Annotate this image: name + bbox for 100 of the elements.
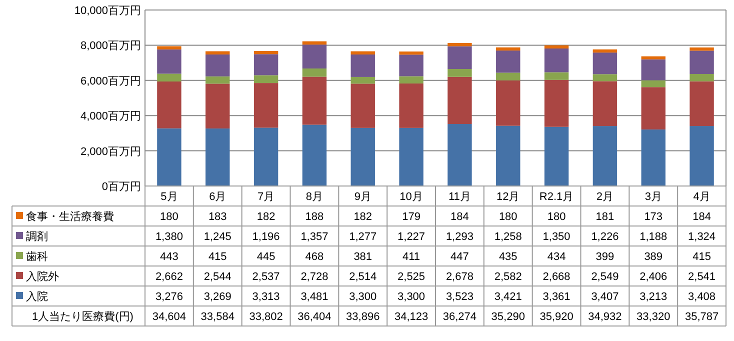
y-tick-label: 0百万円: [102, 181, 141, 193]
legend-label: 入院外: [26, 270, 59, 283]
data-label: 1,258: [494, 231, 522, 243]
y-tick-label: 2,000百万円: [80, 146, 141, 158]
bar: [399, 83, 424, 128]
bar: [592, 81, 618, 126]
bar: [448, 68, 472, 77]
bar: [350, 51, 375, 54]
data-label: 1,380: [155, 231, 183, 243]
bar: [690, 74, 714, 82]
data-label: 181: [596, 211, 614, 223]
bar: [302, 41, 327, 45]
bar: [302, 124, 327, 186]
bar: [641, 80, 666, 88]
x-tick-label: 8月: [306, 191, 324, 203]
data-label: 1,196: [252, 231, 280, 243]
bar: [399, 52, 424, 55]
x-tick-label: 11月: [448, 191, 471, 203]
text: 33,896: [346, 311, 380, 323]
bar: [254, 50, 278, 54]
bar: [157, 74, 182, 82]
bar: [254, 54, 278, 76]
data-label: 1,245: [204, 231, 232, 243]
data-label: 1,226: [591, 231, 619, 243]
x-tick-label: 12月: [496, 191, 520, 203]
y-tick-label: 4,000百万円: [80, 110, 141, 123]
data-label: 2,549: [591, 271, 619, 283]
bar: [496, 126, 520, 186]
bar: [157, 128, 182, 186]
data-label: 1,277: [349, 231, 377, 243]
data-label: 3,421: [494, 291, 522, 303]
text: 33,802: [249, 311, 283, 323]
data-label: 2,668: [542, 271, 570, 283]
bar: [641, 129, 666, 186]
bar: [302, 44, 327, 68]
x-tick-label: 4月: [693, 191, 710, 203]
x-tick-label: 2月: [596, 191, 614, 203]
data-label: 447: [450, 251, 469, 263]
text: 33,584: [200, 311, 234, 323]
bar: [641, 59, 666, 80]
data-label: 3,213: [640, 291, 668, 303]
data-label: 3,300: [349, 291, 377, 303]
data-label: 184: [450, 211, 469, 223]
bar: [254, 75, 278, 84]
text: 1人当たり医療費(円): [32, 310, 134, 323]
text: 36,404: [298, 311, 332, 323]
data-label: 2,728: [300, 271, 328, 283]
text: 36,274: [442, 311, 477, 323]
data-label: 1,357: [300, 231, 328, 243]
x-tick-label: 9月: [354, 191, 372, 203]
bar: [641, 87, 666, 130]
data-label: 180: [160, 211, 178, 223]
bar: [690, 47, 714, 51]
text: 33,320: [636, 311, 670, 323]
text: 34,604: [152, 311, 186, 323]
x-tick-label: 3月: [644, 191, 662, 203]
data-label: 179: [402, 211, 420, 223]
bar: [544, 126, 569, 186]
bar: [206, 84, 230, 128]
bar: [206, 76, 230, 84]
data-label: 182: [256, 211, 276, 223]
legend-label: 食事・生活療養費: [26, 210, 114, 223]
bar: [496, 72, 520, 80]
data-label: 415: [692, 251, 711, 263]
data-label: 173: [644, 211, 663, 223]
text: 35,920: [540, 311, 574, 323]
data-label: 1,188: [640, 231, 668, 243]
data-label: 3,269: [204, 291, 232, 303]
x-tick-label: 5月: [160, 191, 178, 203]
data-label: 3,276: [155, 291, 183, 303]
bar: [206, 128, 230, 186]
legend-label: 調剤: [26, 230, 48, 243]
bar: [206, 54, 230, 76]
bar: [544, 48, 569, 72]
bar: [690, 50, 714, 74]
data-label: 2,406: [640, 271, 668, 283]
x-tick-label: 7月: [257, 191, 275, 203]
text: 34,123: [394, 311, 428, 323]
bar: [544, 72, 569, 80]
data-label: 2,525: [398, 271, 426, 283]
data-label: 3,407: [591, 291, 619, 303]
bar: [157, 81, 182, 128]
data-label: 2,541: [688, 271, 716, 283]
data-label: 389: [644, 251, 663, 263]
bar: [690, 81, 714, 126]
data-label: 2,582: [494, 271, 522, 283]
data-label: 399: [596, 251, 614, 263]
data-label: 434: [547, 251, 566, 263]
bar: [496, 50, 520, 73]
data-label: 435: [498, 251, 518, 263]
bar: [496, 80, 520, 126]
bar: [399, 76, 424, 84]
data-label: 180: [498, 211, 518, 223]
data-label: 1,227: [398, 231, 426, 243]
data-label: 2,514: [349, 271, 377, 283]
bar: [350, 128, 375, 186]
bar: [448, 43, 472, 46]
text: 35,787: [684, 311, 719, 323]
x-tick-label: 10月: [400, 191, 423, 203]
bar: [641, 56, 666, 60]
